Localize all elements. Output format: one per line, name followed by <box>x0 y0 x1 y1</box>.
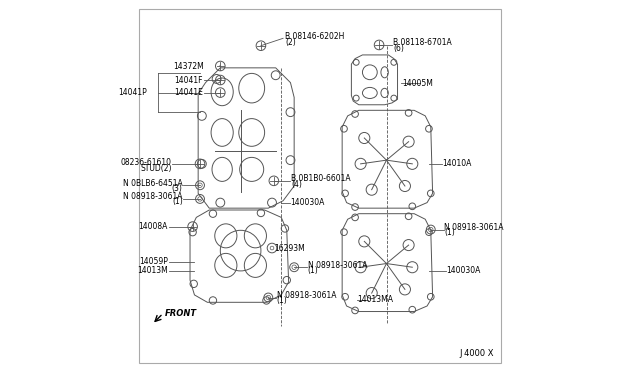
Text: STUD(2): STUD(2) <box>140 164 172 173</box>
Text: 14010A: 14010A <box>443 159 472 169</box>
Text: 14008A: 14008A <box>138 222 168 231</box>
Text: B 0B1B0-6601A: B 0B1B0-6601A <box>291 174 351 183</box>
Text: N 0BLB6-6451A: N 0BLB6-6451A <box>123 179 182 187</box>
Text: 14041P: 14041P <box>118 89 147 97</box>
Text: 14005M: 14005M <box>402 79 433 88</box>
Text: 14013MA: 14013MA <box>357 295 393 304</box>
Text: N 08918-3061A: N 08918-3061A <box>444 223 504 232</box>
Text: J 4000 X: J 4000 X <box>459 350 493 359</box>
Text: (1): (1) <box>277 296 287 305</box>
Text: 14372M: 14372M <box>173 61 204 71</box>
Text: (1): (1) <box>172 198 182 206</box>
Text: 140030A: 140030A <box>446 266 481 275</box>
Text: 16293M: 16293M <box>274 244 305 253</box>
Text: N 08918-3061A: N 08918-3061A <box>123 192 182 201</box>
Text: B 08118-6701A: B 08118-6701A <box>393 38 452 47</box>
Text: (3): (3) <box>172 184 182 193</box>
Text: 14059P: 14059P <box>139 257 168 266</box>
Text: 14013M: 14013M <box>137 266 168 275</box>
Text: (1): (1) <box>308 266 319 275</box>
Text: 08236-61610: 08236-61610 <box>120 157 172 167</box>
Text: 14041E: 14041E <box>174 88 203 97</box>
Text: 14041F: 14041F <box>175 76 203 84</box>
Text: (4): (4) <box>291 180 302 189</box>
Text: 140030A: 140030A <box>291 198 325 207</box>
Text: B 08146-6202H: B 08146-6202H <box>285 32 344 41</box>
Text: (2): (2) <box>285 38 296 47</box>
Text: (1): (1) <box>444 228 455 237</box>
Text: (6): (6) <box>393 44 404 53</box>
Text: N 08918-3061A: N 08918-3061A <box>308 260 367 269</box>
Text: FRONT: FRONT <box>165 309 197 318</box>
Text: N 08918-3061A: N 08918-3061A <box>277 291 336 300</box>
